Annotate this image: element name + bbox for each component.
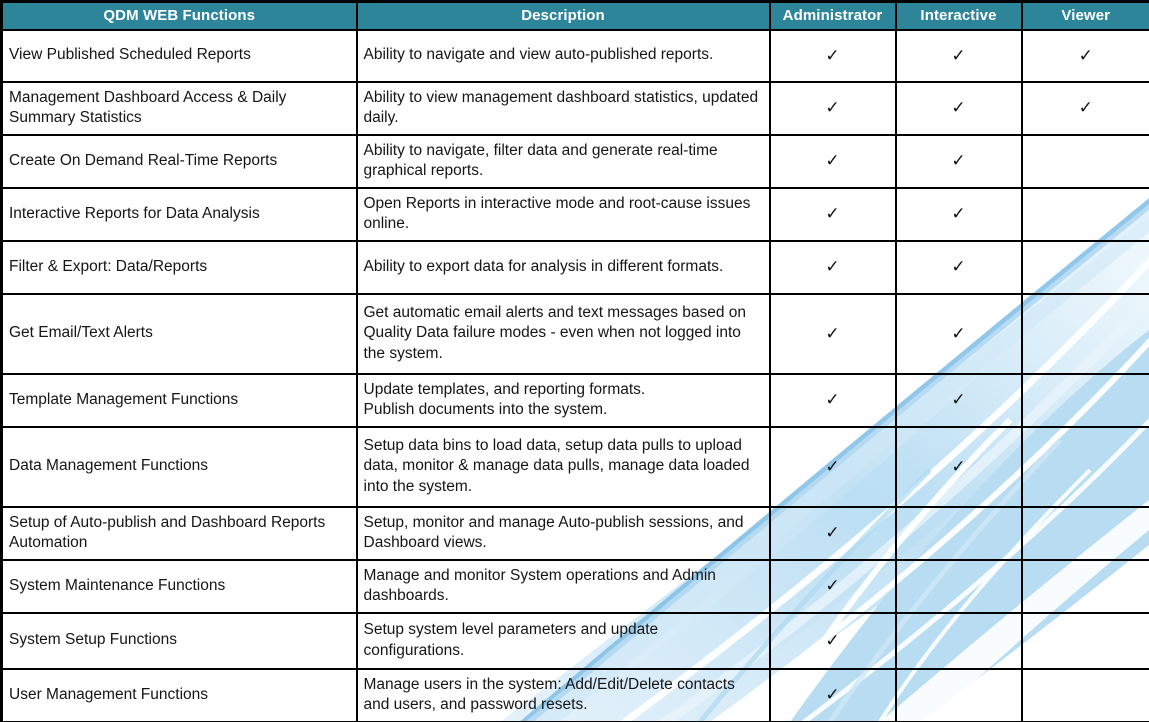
check-viewer: ✓ [1020, 80, 1149, 136]
check-administrator: ✓ [768, 186, 897, 242]
function-name: Data Management Functions [0, 425, 358, 508]
check-interactive [894, 611, 1023, 670]
check-administrator: ✓ [768, 292, 897, 375]
function-description: Manage users in the system: Add/Edit/Del… [355, 667, 771, 722]
function-name: User Management Functions [0, 667, 358, 722]
check-interactive [894, 558, 1023, 614]
check-viewer [1020, 133, 1149, 189]
function-description: Update templates, and reporting formats.… [355, 372, 771, 428]
function-name: Management Dashboard Access & Daily Summ… [0, 80, 358, 136]
check-administrator: ✓ [768, 372, 897, 428]
function-name: View Published Scheduled Reports [0, 28, 358, 83]
header-description: Description [355, 0, 771, 31]
check-viewer [1020, 505, 1149, 561]
function-description: Open Reports in interactive mode and roo… [355, 186, 771, 242]
check-administrator: ✓ [768, 505, 897, 561]
check-interactive [894, 667, 1023, 722]
check-viewer [1020, 425, 1149, 508]
table-row: Data Management Functions Setup data bin… [0, 425, 1149, 508]
table-row: Filter & Export: Data/Reports Ability to… [0, 239, 1149, 295]
function-description: Ability to navigate and view auto-publis… [355, 28, 771, 83]
function-description: Setup, monitor and manage Auto-publish s… [355, 505, 771, 561]
check-interactive: ✓ [894, 28, 1023, 83]
function-name: Get Email/Text Alerts [0, 292, 358, 375]
check-viewer [1020, 186, 1149, 242]
check-administrator: ✓ [768, 133, 897, 189]
function-description: Setup data bins to load data, setup data… [355, 425, 771, 508]
table-row: System Maintenance Functions Manage and … [0, 558, 1149, 614]
check-interactive: ✓ [894, 372, 1023, 428]
header-viewer: Viewer [1020, 0, 1149, 31]
function-description: Manage and monitor System operations and… [355, 558, 771, 614]
function-description: Get automatic email alerts and text mess… [355, 292, 771, 375]
check-viewer [1020, 239, 1149, 295]
check-administrator: ✓ [768, 558, 897, 614]
check-interactive: ✓ [894, 186, 1023, 242]
check-viewer [1020, 558, 1149, 614]
check-administrator: ✓ [768, 611, 897, 670]
check-interactive: ✓ [894, 425, 1023, 508]
check-interactive: ✓ [894, 80, 1023, 136]
header-administrator: Administrator [768, 0, 897, 31]
check-interactive: ✓ [894, 239, 1023, 295]
check-viewer [1020, 667, 1149, 722]
check-interactive [894, 505, 1023, 561]
function-name: Setup of Auto-publish and Dashboard Repo… [0, 505, 358, 561]
check-viewer: ✓ [1020, 28, 1149, 83]
table-row: Template Management Functions Update tem… [0, 372, 1149, 428]
function-description: Ability to export data for analysis in d… [355, 239, 771, 295]
check-viewer [1020, 292, 1149, 375]
function-description: Setup system level parameters and update… [355, 611, 771, 670]
function-description: Ability to navigate, filter data and gen… [355, 133, 771, 189]
table-row: View Published Scheduled Reports Ability… [0, 28, 1149, 83]
table-row: Management Dashboard Access & Daily Summ… [0, 80, 1149, 136]
check-viewer [1020, 611, 1149, 670]
header-interactive: Interactive [894, 0, 1023, 31]
check-administrator: ✓ [768, 28, 897, 83]
header-row: QDM WEB Functions Description Administra… [0, 0, 1149, 31]
table-row: User Management Functions Manage users i… [0, 667, 1149, 722]
header-functions: QDM WEB Functions [0, 0, 358, 31]
function-description: Ability to view management dashboard sta… [355, 80, 771, 136]
check-administrator: ✓ [768, 667, 897, 722]
table-row: Interactive Reports for Data Analysis Op… [0, 186, 1149, 242]
function-name: Create On Demand Real-Time Reports [0, 133, 358, 189]
check-administrator: ✓ [768, 239, 897, 295]
check-administrator: ✓ [768, 425, 897, 508]
table-row: System Setup Functions Setup system leve… [0, 611, 1149, 670]
check-interactive: ✓ [894, 133, 1023, 189]
function-name: System Maintenance Functions [0, 558, 358, 614]
table-row: Get Email/Text Alerts Get automatic emai… [0, 292, 1149, 375]
check-viewer [1020, 372, 1149, 428]
table-row: Setup of Auto-publish and Dashboard Repo… [0, 505, 1149, 561]
function-name: Interactive Reports for Data Analysis [0, 186, 358, 242]
function-name: Template Management Functions [0, 372, 358, 428]
function-name: System Setup Functions [0, 611, 358, 670]
table-row: Create On Demand Real-Time Reports Abili… [0, 133, 1149, 189]
check-interactive: ✓ [894, 292, 1023, 375]
check-administrator: ✓ [768, 80, 897, 136]
function-name: Filter & Export: Data/Reports [0, 239, 358, 295]
